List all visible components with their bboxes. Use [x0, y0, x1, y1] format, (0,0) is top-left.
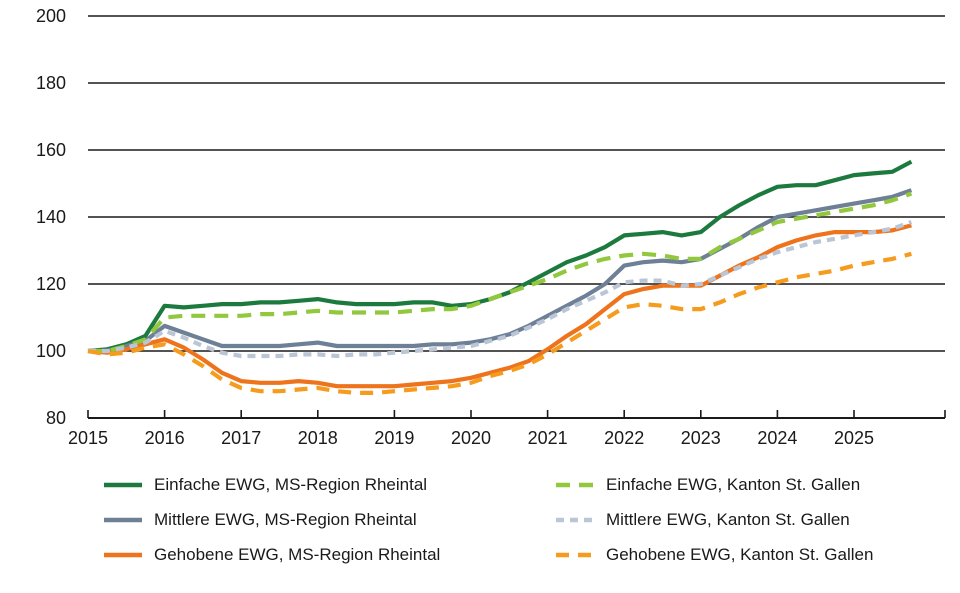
- x-axis-tick-label: 2021: [528, 428, 568, 448]
- series-line-3: [88, 220, 913, 359]
- x-axis-tick-label: 2019: [374, 428, 414, 448]
- legend-item: Gehobene EWG, Kanton St. Gallen: [556, 544, 960, 566]
- y-axis-tick-label: 160: [36, 140, 66, 160]
- legend-label: Mittlere EWG, MS-Region Rheintal: [154, 510, 417, 529]
- legend-label: Gehobene EWG, MS-Region Rheintal: [154, 545, 441, 564]
- legend-item: Einfache EWG, MS-Region Rheintal: [104, 474, 556, 496]
- legend-line-swatch: [104, 517, 142, 523]
- y-axis-tick-label: 180: [36, 73, 66, 93]
- legend-item: Gehobene EWG, MS-Region Rheintal: [104, 544, 556, 566]
- legend-line-swatch: [556, 482, 594, 488]
- legend-line-swatch: [556, 517, 594, 523]
- legend-item: Einfache EWG, Kanton St. Gallen: [556, 474, 960, 496]
- legend-item: Mittlere EWG, MS-Region Rheintal: [104, 509, 556, 531]
- x-axis-tick-label: 2024: [757, 428, 797, 448]
- series-line-2: [88, 188, 913, 354]
- x-axis-tick-label: 2023: [681, 428, 721, 448]
- series-line-0: [87, 159, 913, 354]
- y-axis-tick-label: 120: [36, 274, 66, 294]
- x-axis-tick-label: 2017: [221, 428, 261, 448]
- legend-label: Einfache EWG, MS-Region Rheintal: [154, 475, 428, 494]
- series-line-1: [88, 191, 913, 354]
- legend-label: Einfache EWG, Kanton St. Gallen: [606, 475, 861, 494]
- legend-line-swatch: [556, 552, 594, 558]
- y-axis-tick-label: 200: [36, 6, 66, 26]
- y-axis-tick-label: 80: [46, 408, 66, 428]
- x-axis-tick-label: 2025: [834, 428, 874, 448]
- legend-line-swatch: [104, 482, 142, 488]
- chart-legend: Einfache EWG, MS-Region Rheintal Einfache…: [0, 474, 960, 566]
- x-axis-tick-label: 2016: [145, 428, 185, 448]
- y-axis-tick-label: 140: [36, 207, 66, 227]
- legend-label: Mittlere EWG, Kanton St. Gallen: [606, 510, 850, 529]
- x-axis-tick-label: 2018: [298, 428, 338, 448]
- x-axis-tick-label: 2020: [451, 428, 491, 448]
- legend-line-swatch: [104, 552, 142, 558]
- legend-label: Gehobene EWG, Kanton St. Gallen: [606, 545, 874, 564]
- series-line-4: [87, 223, 912, 389]
- line-chart: 80 100 120 140 160 180 200 2015 2016 2017 2018 2019…: [36, 6, 946, 448]
- y-axis-tick-label: 100: [36, 341, 66, 361]
- x-axis-tick-label: 2022: [604, 428, 644, 448]
- series-line-5: [87, 251, 912, 395]
- legend-item: Mittlere EWG, Kanton St. Gallen: [556, 509, 960, 531]
- x-axis-tick-label: 2015: [68, 428, 108, 448]
